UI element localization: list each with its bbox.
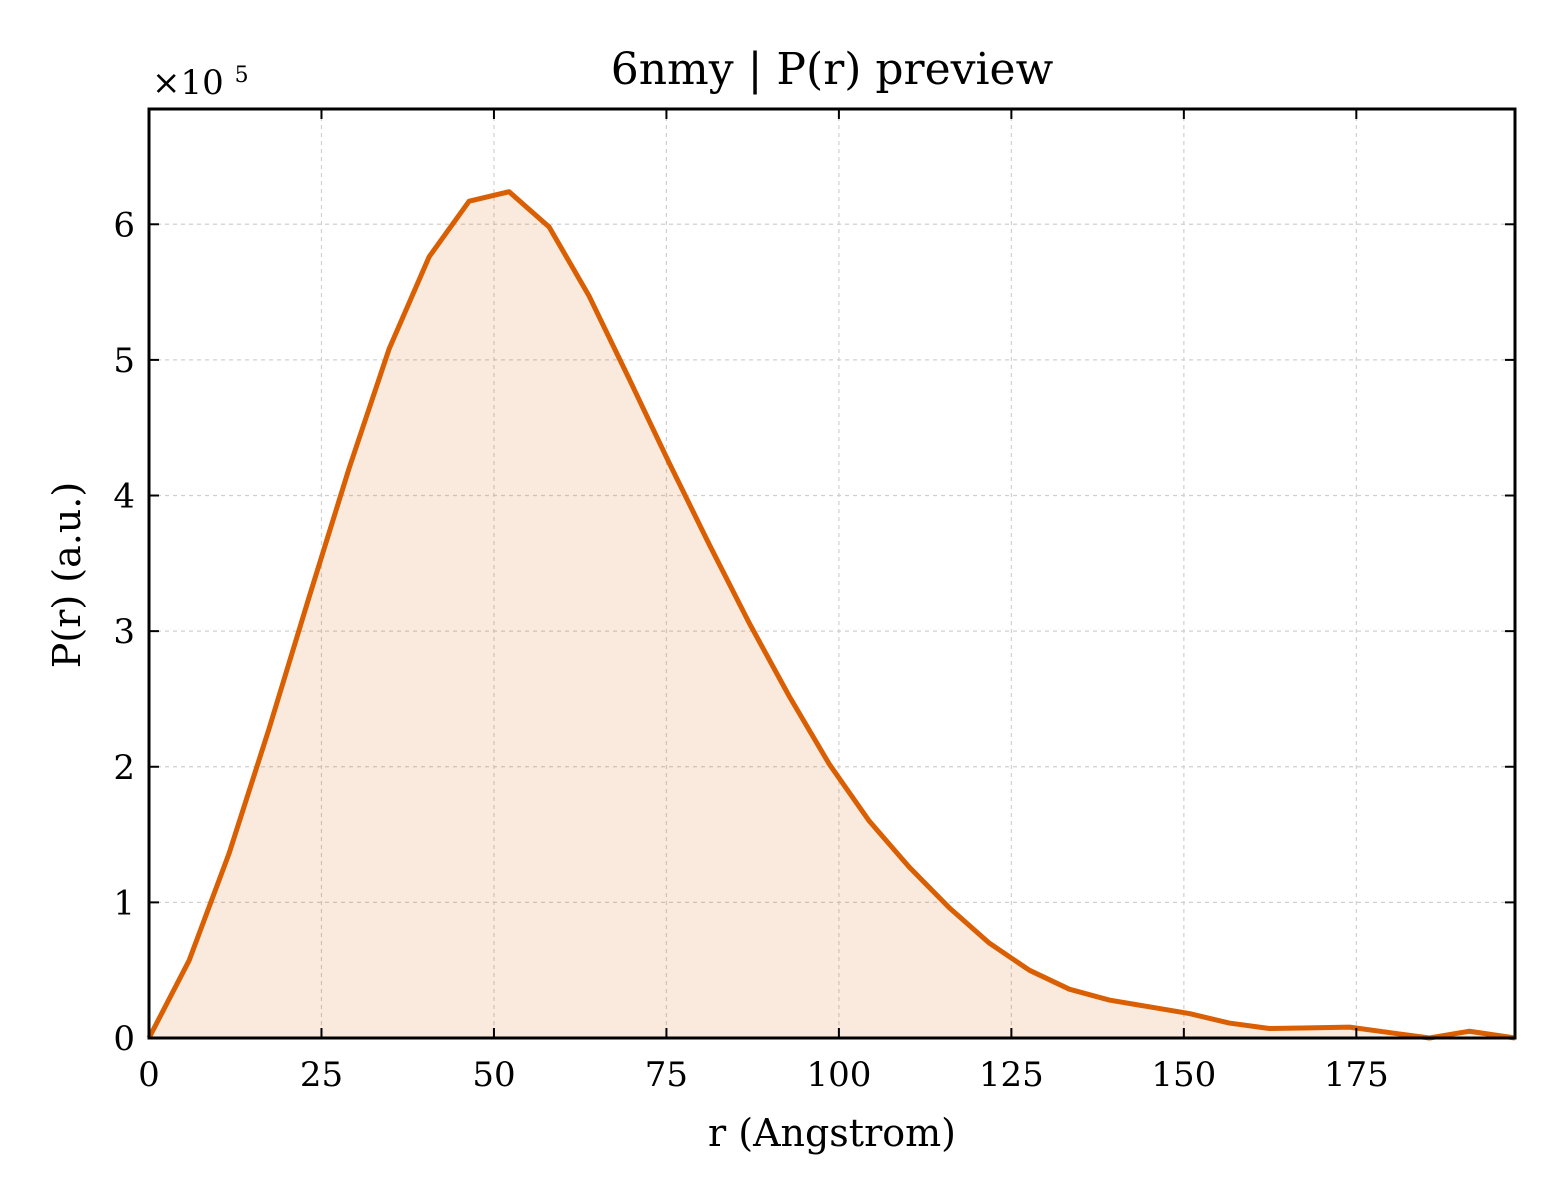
x-axis-label: r (Angstrom): [708, 1111, 956, 1155]
y-tick-label: 4: [113, 477, 135, 517]
data-point: [1187, 1011, 1192, 1016]
data-point: [187, 958, 192, 963]
data-point: [1307, 1025, 1312, 1030]
data-point: [1027, 968, 1032, 973]
y-axis-multiplier: ×10 5: [152, 63, 249, 103]
data-point: [947, 905, 952, 910]
x-tick-label: 100: [806, 1055, 871, 1095]
data-point: [467, 199, 472, 204]
data-point: [627, 376, 632, 381]
y-tick-label: 6: [113, 205, 135, 245]
chart-title: 6nmy | P(r) preview: [611, 44, 1054, 95]
data-point: [1147, 1004, 1152, 1009]
x-tick-label: 25: [300, 1055, 343, 1095]
y-tick-label: 1: [113, 883, 135, 923]
grid-lines: [148, 109, 1515, 1039]
data-point: [1227, 1021, 1232, 1026]
data-point: [1387, 1030, 1392, 1035]
x-tick-label: 175: [1324, 1055, 1389, 1095]
data-point: [1107, 998, 1112, 1003]
data-point: [787, 694, 792, 699]
data-point: [387, 347, 392, 352]
pr-line: [146, 189, 1516, 1041]
y-ticks: 0 1 2 3 4 5 6: [113, 205, 1515, 1059]
data-point: [267, 726, 272, 731]
x-tick-label: 150: [1151, 1055, 1216, 1095]
y-tick-label: 5: [113, 341, 135, 381]
x-ticks: 0 25 50 75 100 125 150 175: [138, 109, 1389, 1095]
data-point: [1267, 1026, 1272, 1031]
data-point: [827, 762, 832, 767]
x-tick-label: 50: [472, 1055, 515, 1095]
data-point: [747, 621, 752, 626]
y-axis-multiplier-exponent: 5: [235, 63, 249, 88]
data-point: [427, 254, 432, 259]
data-point: [307, 595, 312, 600]
x-tick-label: 0: [138, 1055, 160, 1095]
plot-frame: [147, 107, 1517, 1040]
y-axis-label: P(r) (a.u.): [45, 482, 89, 668]
data-point: [1067, 987, 1072, 992]
y-tick-label: 3: [113, 612, 135, 652]
y-tick-label: 2: [113, 748, 135, 788]
data-point: [507, 189, 512, 194]
data-point: [347, 466, 352, 471]
data-point: [907, 865, 912, 870]
area-fill: [149, 191, 1515, 1039]
data-point: [987, 941, 992, 946]
data-point: [587, 294, 592, 299]
data-point: [547, 224, 552, 229]
x-tick-label: 75: [645, 1055, 688, 1095]
data-point: [707, 542, 712, 547]
x-tick-label: 125: [979, 1055, 1044, 1095]
data-point: [227, 851, 232, 856]
y-axis-multiplier-base: ×10: [152, 63, 224, 103]
y-tick-label: 0: [113, 1019, 135, 1059]
data-point: [867, 819, 872, 824]
data-point: [1467, 1029, 1472, 1034]
data-point: [1347, 1025, 1352, 1030]
data-point: [667, 460, 672, 465]
